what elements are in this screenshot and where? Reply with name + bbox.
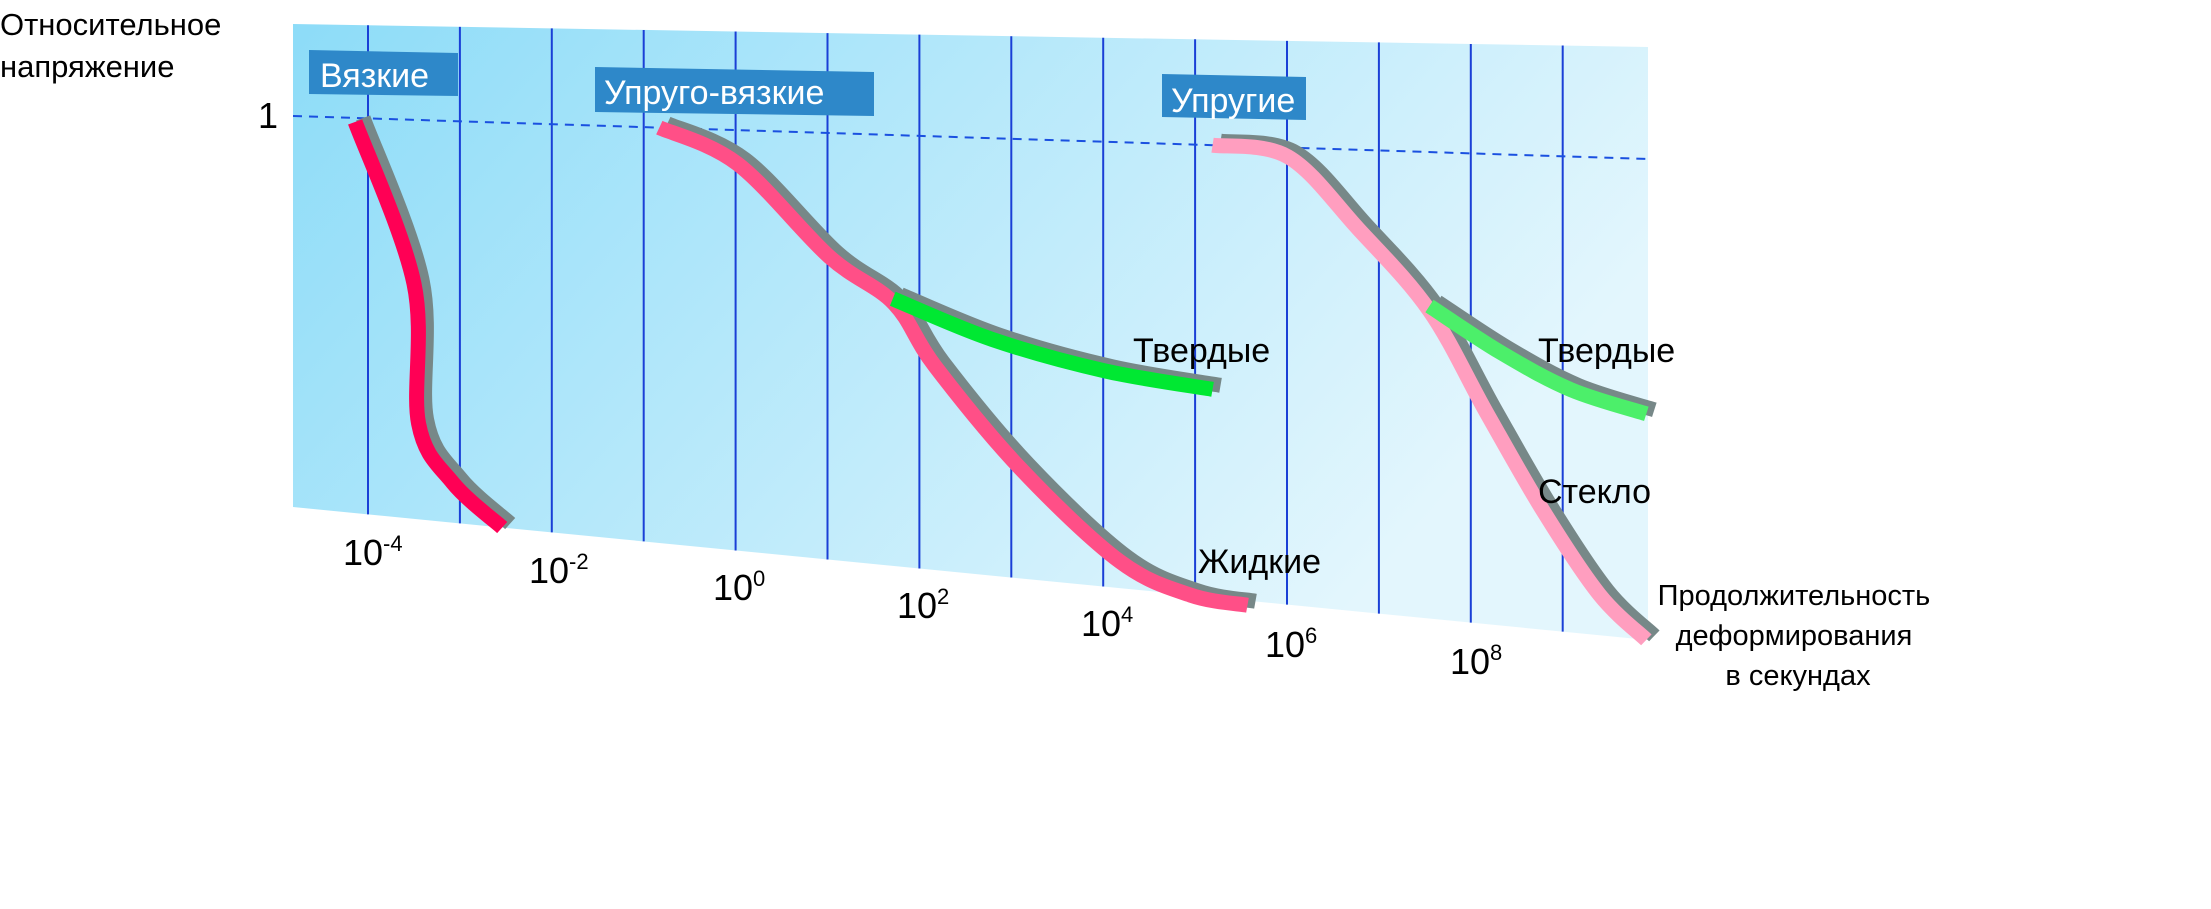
x-tick-label: 100 [713, 566, 765, 608]
region-viscoelastic: Упруго-вязкие [595, 67, 874, 116]
label-solid-1: Твердые [1133, 332, 1270, 370]
label-glass: Стекло [1538, 473, 1651, 511]
grid-lines [367, 25, 1564, 632]
reference-line-1 [292, 115, 1649, 160]
svg-text:Упругие: Упругие [1171, 82, 1295, 120]
curve-3 [1211, 137, 1652, 646]
svg-text:Упруго-вязкие: Упруго-вязкие [604, 74, 824, 112]
curve-0 [348, 119, 508, 534]
x-tick-label: 102 [897, 584, 949, 626]
y-tick-1: 1 [258, 95, 278, 136]
y-axis-label: Относительное напряжение [0, 7, 230, 84]
curve-4 [1425, 299, 1649, 421]
x-axis-label: Продолжительность деформирования в секун… [1658, 580, 1939, 692]
curves [348, 115, 1660, 646]
svg-text:Вязкие: Вязкие [320, 57, 429, 95]
x-tick-label: 104 [1081, 602, 1133, 644]
curve-1 [656, 120, 1249, 613]
x-tick-label: 10-4 [343, 531, 403, 573]
x-tick-label: 108 [1450, 640, 1502, 682]
curve-shadow [1219, 133, 1660, 642]
curve-shadow [356, 115, 516, 530]
region-elastic: Упругие [1162, 74, 1306, 120]
x-tick-label: 10-2 [529, 549, 589, 591]
label-liquid: Жидкие [1198, 543, 1321, 581]
label-solid-2: Твердые [1538, 332, 1675, 370]
curve-2 [889, 291, 1214, 397]
region-viscous: Вязкие [309, 50, 458, 96]
x-tick-label: 106 [1265, 623, 1317, 665]
